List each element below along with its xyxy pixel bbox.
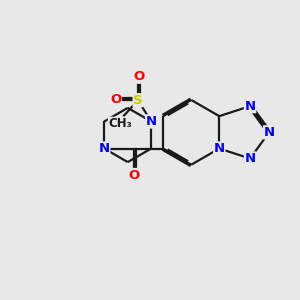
Text: N: N <box>264 126 275 139</box>
Text: CH₃: CH₃ <box>108 117 132 130</box>
Text: O: O <box>110 93 122 106</box>
Text: N: N <box>244 100 256 112</box>
Text: O: O <box>128 169 140 182</box>
Text: N: N <box>244 152 256 165</box>
Text: N: N <box>99 142 110 155</box>
Text: N: N <box>146 115 157 128</box>
Text: N: N <box>214 142 225 155</box>
Text: S: S <box>133 94 143 107</box>
Text: O: O <box>133 70 144 83</box>
